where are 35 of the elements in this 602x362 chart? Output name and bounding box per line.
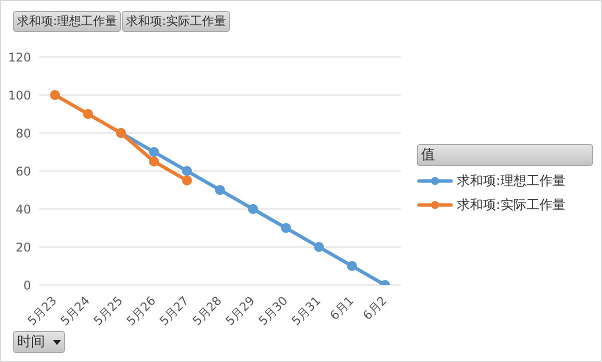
- x-tick-label: 5月26: [124, 294, 158, 328]
- x-tick-label: 5月30: [256, 294, 290, 328]
- y-tick-label: 20: [16, 240, 31, 254]
- y-tick-label: 80: [16, 126, 31, 140]
- point: [248, 204, 258, 214]
- point: [347, 261, 357, 271]
- x-tick-label: 5月27: [156, 294, 192, 328]
- x-tick-label: 5月31: [288, 294, 324, 328]
- x-tick-label: 6月1: [327, 294, 356, 323]
- point: [314, 242, 324, 252]
- point: [281, 223, 291, 233]
- point: [149, 147, 159, 157]
- point: [182, 176, 192, 186]
- x-axis-title: 时间: [17, 333, 45, 351]
- text: 求和项:实际工作量: [122, 11, 230, 32]
- x-tick-label: 5月28: [190, 294, 224, 328]
- point: [149, 156, 159, 166]
- y-tick-label: 40: [16, 202, 31, 216]
- point: [182, 166, 192, 176]
- y-tick-label: 60: [16, 164, 31, 178]
- x-tick-label: 5月25: [90, 294, 126, 328]
- legend-label: 求和项:理想工作量: [457, 173, 566, 190]
- legend-title: 值: [417, 144, 593, 166]
- legend-label: 求和项:实际工作量: [457, 197, 566, 214]
- point: [215, 185, 225, 195]
- point: [50, 90, 60, 100]
- y-tick-label: 120: [8, 50, 31, 64]
- point: [83, 109, 93, 119]
- y-tick-label: 0: [23, 278, 31, 292]
- text: 求和项:理想工作量: [13, 11, 122, 32]
- x-tick-label: 6月2: [360, 294, 390, 323]
- y-tick-label: 100: [8, 88, 31, 102]
- x-tick-label: 5月23: [24, 294, 60, 328]
- x-tick-label: 5月29: [222, 294, 258, 328]
- x-tick-label: 5月24: [58, 294, 92, 328]
